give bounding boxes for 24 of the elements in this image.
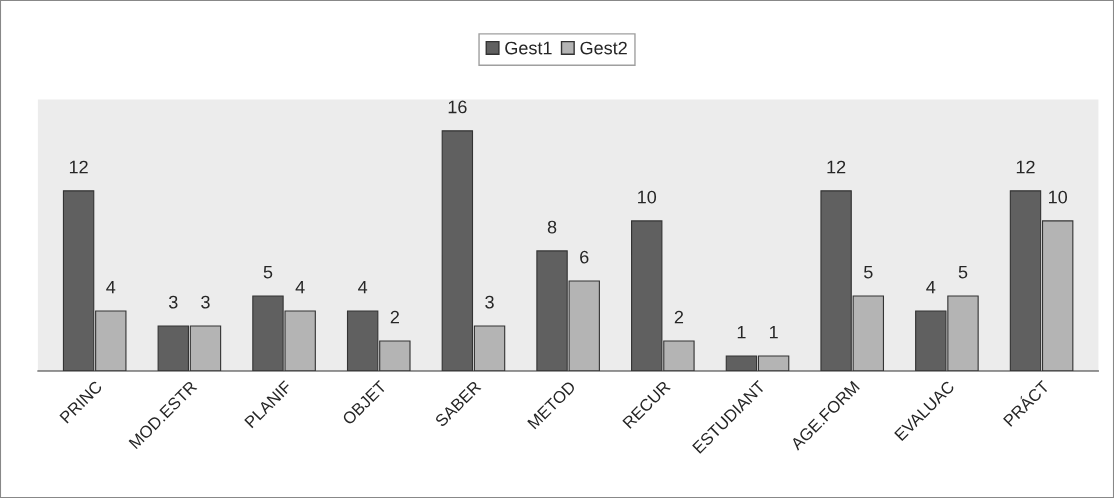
- data-label: 3: [201, 295, 210, 309]
- data-label: 10: [1049, 190, 1068, 204]
- data-label: 1: [737, 325, 746, 339]
- data-label: 12: [69, 160, 88, 174]
- data-label: 4: [106, 280, 116, 294]
- data-label: 5: [958, 265, 968, 279]
- data-label: 4: [926, 280, 936, 294]
- data-label: 2: [674, 310, 684, 324]
- legend-label: Gest1: [505, 41, 552, 55]
- data-label: 12: [827, 160, 846, 174]
- data-label: 3: [485, 295, 494, 309]
- data-label: 3: [168, 295, 178, 309]
- data-label: 6: [580, 250, 589, 264]
- data-label: 4: [295, 280, 305, 294]
- data-label: 5: [864, 265, 873, 279]
- data-label: 4: [358, 280, 368, 294]
- data-label: 2: [390, 310, 399, 324]
- data-label: 10: [638, 190, 657, 204]
- data-label: 1: [769, 325, 778, 339]
- legend-label: Gest2: [580, 41, 627, 55]
- data-label: 16: [448, 100, 467, 114]
- data-label: 12: [1016, 160, 1035, 174]
- data-label: 5: [263, 265, 273, 279]
- data-label: 8: [547, 220, 557, 234]
